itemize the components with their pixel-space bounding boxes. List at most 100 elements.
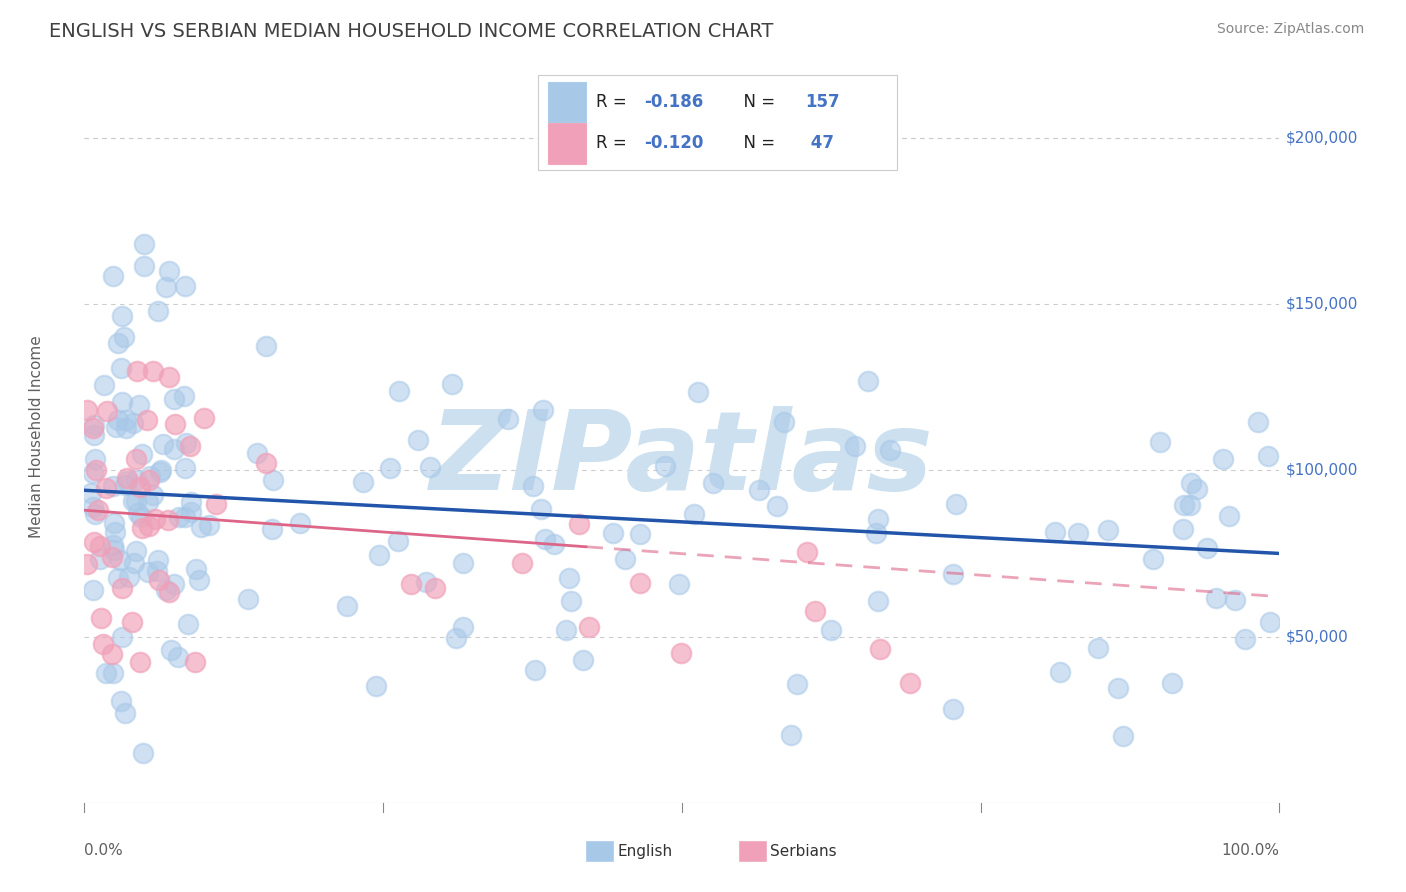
Point [107, 335, 129, 350]
Point [83, 535, 105, 549]
Point [408, 433, 430, 447]
FancyBboxPatch shape [548, 123, 586, 163]
Text: ENGLISH VS SERBIAN MEDIAN HOUSEHOLD INCOME CORRELATION CHART: ENGLISH VS SERBIAN MEDIAN HOUSEHOLD INCO… [49, 22, 773, 41]
Point [748, 483, 770, 497]
Point [572, 653, 595, 667]
Point [671, 646, 693, 660]
Point [101, 479, 124, 493]
Point [683, 508, 706, 522]
Text: English: English [617, 844, 672, 859]
Point [110, 630, 132, 644]
Point [163, 392, 186, 406]
Point [702, 475, 724, 490]
Point [89, 539, 111, 553]
Point [174, 435, 197, 450]
Point [177, 617, 200, 632]
Point [260, 522, 283, 536]
Point [101, 538, 124, 552]
Point [112, 330, 135, 344]
Point [180, 505, 202, 519]
Point [198, 518, 221, 533]
Point [1212, 452, 1234, 467]
Text: R =: R = [596, 93, 631, 111]
Point [107, 413, 129, 427]
Point [524, 663, 547, 677]
Point [804, 603, 827, 617]
Point [110, 694, 132, 708]
Point [1218, 509, 1240, 524]
Point [190, 520, 212, 534]
Point [84, 507, 107, 521]
Point [114, 421, 136, 435]
Point [117, 474, 139, 488]
FancyBboxPatch shape [538, 75, 897, 170]
Point [139, 469, 162, 483]
Point [157, 585, 180, 599]
Text: Median Household Income: Median Household Income [30, 335, 44, 539]
Point [129, 655, 152, 669]
Point [132, 746, 155, 760]
Point [602, 525, 624, 540]
Point [254, 339, 277, 353]
Point [162, 442, 184, 456]
Point [122, 416, 145, 430]
Point [1258, 615, 1281, 630]
Point [630, 527, 652, 541]
Point [1149, 434, 1171, 449]
Point [149, 465, 172, 479]
Point [628, 575, 651, 590]
Point [352, 475, 374, 489]
Point [136, 565, 159, 579]
Point [94, 482, 117, 496]
Point [578, 620, 600, 634]
Point [103, 543, 125, 558]
Point [1180, 476, 1202, 491]
Point [125, 494, 148, 508]
Point [107, 571, 129, 585]
Point [115, 413, 138, 427]
Point [146, 552, 169, 566]
Point [654, 458, 676, 473]
Point [83, 428, 105, 442]
Point [124, 544, 146, 558]
Point [186, 561, 208, 575]
Point [388, 384, 411, 398]
Point [174, 509, 197, 524]
Point [167, 510, 190, 524]
Point [129, 480, 152, 494]
Point [1049, 665, 1071, 679]
Point [796, 545, 818, 559]
Text: -0.186: -0.186 [644, 93, 703, 111]
Point [444, 631, 467, 645]
Point [364, 680, 387, 694]
Point [101, 647, 124, 661]
Text: $150,000: $150,000 [1285, 297, 1358, 311]
FancyBboxPatch shape [548, 81, 586, 121]
Text: N =: N = [734, 93, 780, 111]
Point [127, 364, 149, 378]
Point [111, 309, 134, 323]
Point [163, 577, 186, 591]
Point [1257, 450, 1279, 464]
Point [779, 728, 801, 742]
Point [1111, 729, 1133, 743]
Point [132, 259, 155, 273]
Point [82, 583, 104, 598]
Point [157, 370, 180, 384]
Point [869, 642, 891, 657]
Point [104, 524, 127, 539]
Text: Serbians: Serbians [770, 844, 837, 859]
Point [160, 642, 183, 657]
Point [942, 566, 965, 581]
Point [82, 421, 104, 435]
Point [898, 676, 921, 690]
Point [148, 574, 170, 588]
Point [82, 466, 104, 480]
Text: $100,000: $100,000 [1285, 463, 1358, 478]
Point [138, 473, 160, 487]
Point [441, 376, 464, 391]
Point [163, 417, 186, 431]
Text: 157: 157 [806, 93, 839, 111]
Point [184, 655, 207, 669]
Point [108, 553, 131, 567]
